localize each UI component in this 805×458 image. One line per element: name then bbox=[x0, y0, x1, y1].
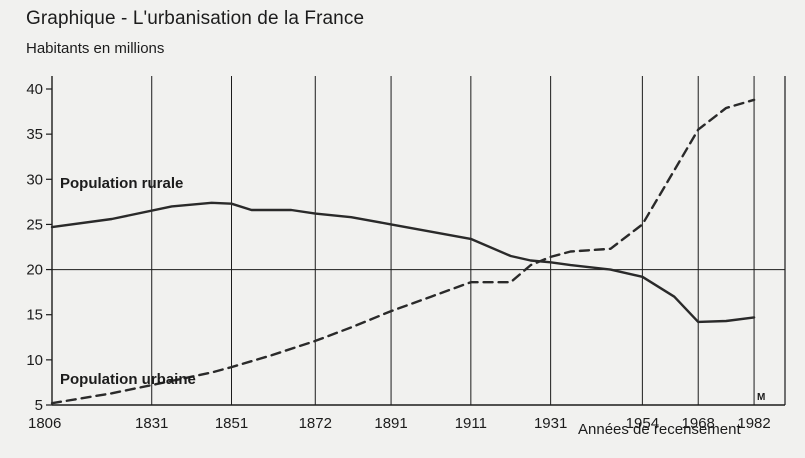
x-tick-label-1891: 1891 bbox=[374, 415, 407, 432]
series-line-rural bbox=[50, 201, 756, 324]
x-tick-label-1872: 1872 bbox=[299, 415, 332, 432]
line-layer bbox=[50, 98, 756, 405]
y-tick-label-10: 10 bbox=[26, 352, 43, 369]
y-tick-label-5: 5 bbox=[35, 397, 43, 414]
page-title: Graphique - L'urbanisation de la France bbox=[26, 8, 365, 29]
y-axis-title: Habitants en millions bbox=[26, 40, 165, 57]
x-tick-label-1911: 1911 bbox=[455, 415, 487, 432]
x-tick-label-1851: 1851 bbox=[215, 415, 248, 432]
x-axis-title: Années de recensement bbox=[578, 421, 741, 438]
tick-layer: 5 10 15 20 25 30 35 40 1806 1831 1851 1872 1891 1911 1… bbox=[26, 81, 770, 432]
series-line-urban bbox=[50, 98, 756, 405]
corner-mark: M bbox=[757, 392, 765, 403]
x-tick-label-1982: 1982 bbox=[737, 415, 770, 432]
y-tick-label-25: 25 bbox=[26, 216, 43, 233]
x-tick-label-1954: 1954 bbox=[626, 415, 659, 432]
x-tick-label-1806: 1806 bbox=[28, 415, 61, 432]
x-tick-label-1968: 1968 bbox=[682, 415, 715, 432]
series-label-urban: Population urbaine bbox=[60, 371, 196, 388]
x-tick-label-1931: 1931 bbox=[534, 415, 567, 432]
y-tick-label-20: 20 bbox=[26, 262, 43, 279]
series-label-rural: Population rurale bbox=[60, 175, 183, 192]
y-tick-label-40: 40 bbox=[26, 81, 43, 98]
label-layer: Population rurale Population urbaine M bbox=[60, 175, 765, 403]
y-tick-label-15: 15 bbox=[26, 307, 43, 324]
grid-layer bbox=[51, 76, 786, 406]
x-tick-label-1831: 1831 bbox=[135, 415, 168, 432]
y-tick-label-35: 35 bbox=[26, 126, 43, 143]
y-tick-label-30: 30 bbox=[26, 171, 43, 188]
